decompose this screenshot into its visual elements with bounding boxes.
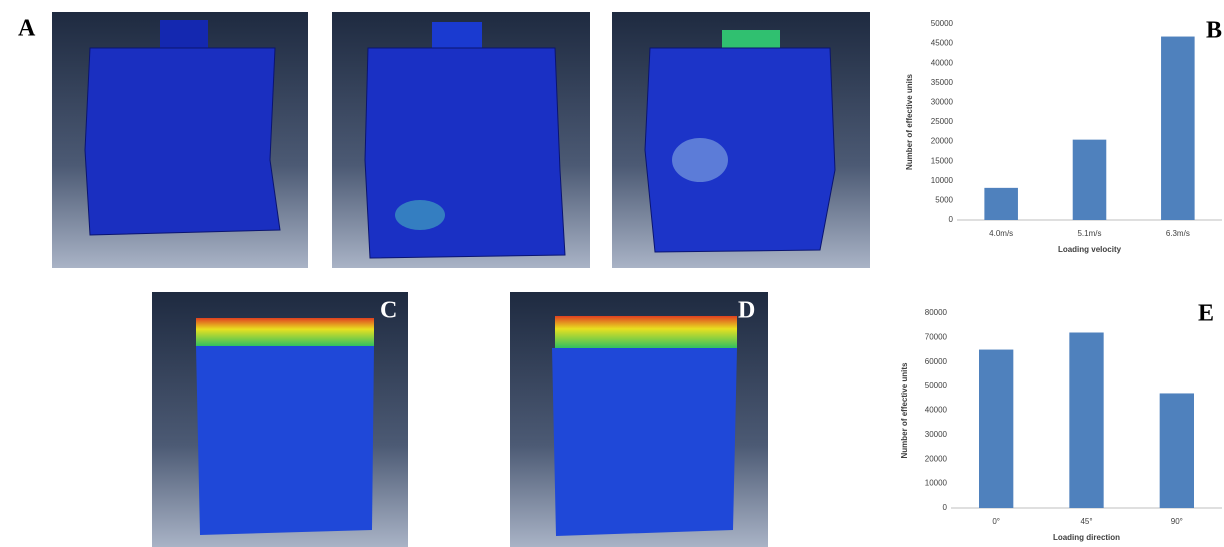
- y-tick-label: 20000: [931, 137, 954, 146]
- y-tick-label: 5000: [935, 196, 953, 205]
- y-tick-label: 20000: [925, 454, 948, 463]
- y-tick-label: 35000: [931, 78, 954, 87]
- y-tick-label: 10000: [925, 479, 948, 488]
- x-axis-title: Loading velocity: [1058, 245, 1122, 254]
- simulation-a2: [332, 12, 590, 268]
- bar: [1069, 333, 1103, 509]
- bar: [1161, 37, 1195, 220]
- simulation-a1: [52, 12, 308, 268]
- y-tick-label: 80000: [925, 308, 948, 317]
- y-tick-label: 0: [949, 215, 954, 224]
- panel-label: E: [1198, 301, 1214, 327]
- y-tick-label: 50000: [925, 381, 948, 390]
- y-tick-label: 60000: [925, 357, 948, 366]
- x-tick-label: 90°: [1171, 517, 1183, 526]
- y-tick-label: 70000: [925, 332, 948, 341]
- y-tick-label: 45000: [931, 39, 954, 48]
- bar: [979, 350, 1013, 508]
- panel-label: A: [18, 16, 36, 42]
- figure: A B C D E 0 5000 10000 15000 20000 25000 30000…: [0, 0, 1224, 547]
- y-tick-label: 15000: [931, 156, 954, 165]
- y-tick-label: 30000: [931, 98, 954, 107]
- y-tick-label: 40000: [925, 406, 948, 415]
- y-tick-label: 30000: [925, 430, 948, 439]
- simulation-c: [152, 292, 408, 547]
- panel-label: C: [380, 298, 397, 324]
- panel-label: B: [1206, 18, 1222, 44]
- bar: [1073, 140, 1107, 220]
- x-tick-label: 4.0m/s: [989, 229, 1013, 238]
- simulation-d: [510, 292, 768, 547]
- y-axis-title: Number of effective units: [900, 362, 909, 459]
- y-tick-label: 25000: [931, 117, 954, 126]
- panel-label: D: [738, 298, 755, 324]
- x-tick-label: 0°: [992, 517, 1000, 526]
- x-tick-label: 45°: [1080, 517, 1092, 526]
- x-tick-label: 5.1m/s: [1077, 229, 1101, 238]
- bar: [1160, 393, 1194, 508]
- y-tick-label: 50000: [931, 19, 954, 28]
- y-tick-label: 0: [943, 503, 948, 512]
- y-tick-label: 40000: [931, 58, 954, 67]
- simulation-a3: [612, 12, 870, 268]
- x-tick-label: 6.3m/s: [1166, 229, 1190, 238]
- bar: [984, 188, 1018, 220]
- y-axis-title: Number of effective units: [905, 73, 914, 170]
- x-axis-title: Loading direction: [1053, 533, 1120, 542]
- y-tick-label: 10000: [931, 176, 954, 185]
